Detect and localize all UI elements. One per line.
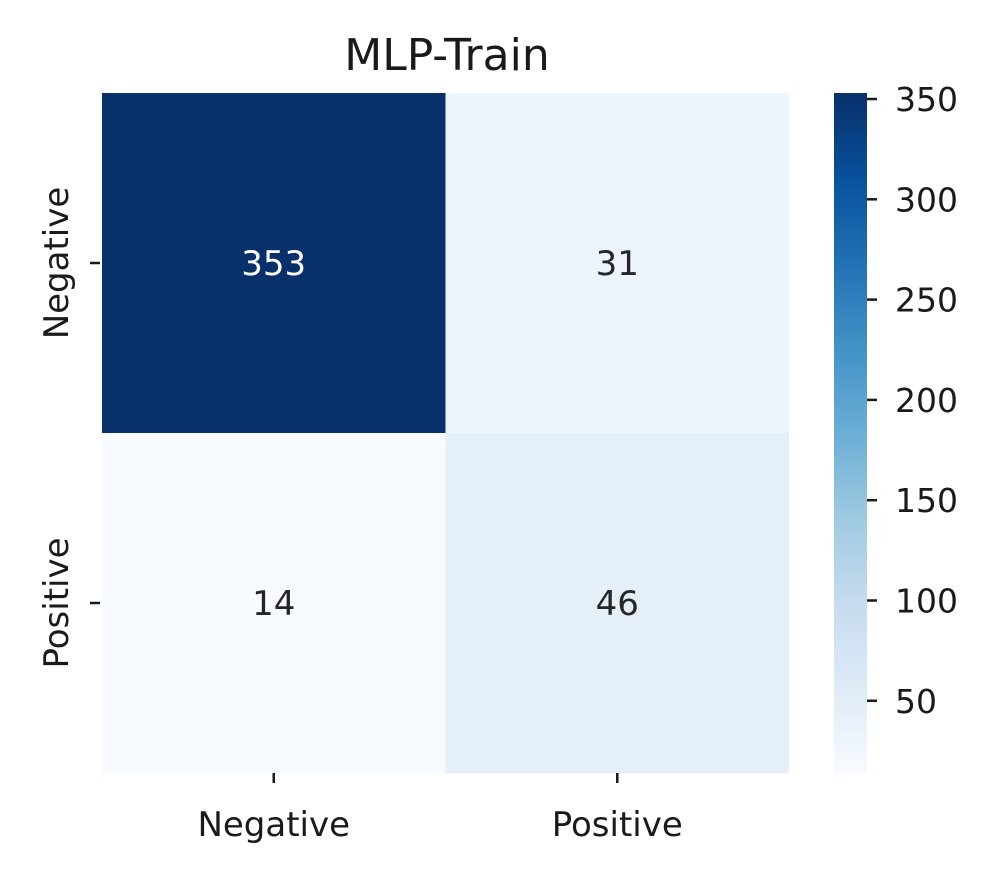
heatmap-cells: 353 31 14 46 [102, 93, 789, 773]
colorbar-gradient [834, 93, 867, 773]
cell-value-label: 31 [596, 244, 639, 284]
colorbar-tick-label: 200 [895, 381, 958, 420]
colorbar-tick-label: 150 [895, 481, 958, 520]
heatmap-cell [102, 433, 446, 773]
y-axis: Negative Positive [37, 187, 100, 669]
colorbar-tick-label: 250 [895, 281, 958, 320]
cell-value-label: 46 [596, 584, 639, 624]
colorbar-tick-label: 50 [895, 682, 937, 721]
colorbar-tick-label: 300 [895, 180, 958, 219]
x-tick-label: Positive [552, 805, 683, 845]
heatmap-cell [445, 433, 789, 773]
heatmap-cell [445, 93, 789, 433]
x-axis: Negative Positive [197, 773, 683, 845]
colorbar: 50 100 150 200 250 300 350 [834, 80, 958, 773]
cell-value-label: 14 [252, 584, 295, 624]
colorbar-tick-label: 100 [895, 581, 958, 620]
cell-value-label: 353 [241, 244, 306, 284]
x-tick-label: Negative [197, 805, 350, 845]
y-tick-label: Negative [37, 187, 77, 340]
heatmap-cell [102, 93, 446, 433]
colorbar-tick-label: 350 [895, 80, 958, 119]
chart-title: MLP-Train [344, 30, 549, 81]
y-tick-label: Positive [37, 537, 77, 668]
